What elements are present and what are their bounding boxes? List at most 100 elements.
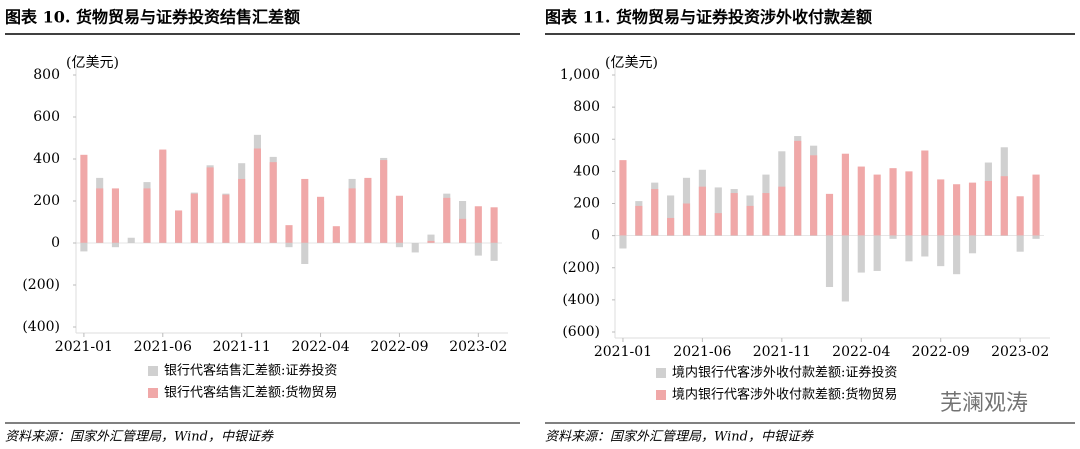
bar: [127, 237, 135, 243]
bar: [285, 243, 293, 248]
bar: [427, 240, 435, 243]
bar: [238, 178, 246, 243]
bar: [1032, 235, 1040, 239]
x-tick-label: 2023-02: [991, 344, 1049, 360]
bar: [301, 178, 309, 243]
bar: [80, 243, 88, 252]
x-tick-label: 2022-04: [291, 339, 349, 355]
bar: [937, 179, 945, 236]
y-tick-label: 1,000: [560, 67, 600, 83]
bar: [175, 210, 183, 243]
bar: [490, 207, 498, 243]
bar: [474, 243, 482, 256]
x-tick-label: 2022-04: [832, 344, 890, 360]
x-tick-label: 2023-02: [449, 339, 507, 355]
y-tick-label: (200): [562, 260, 600, 276]
y-tick-label: 800: [573, 99, 600, 115]
legend-label: 银行代客结售汇差额:货物贸易: [164, 385, 337, 401]
watermark: 芜澜观涛: [940, 391, 1028, 416]
y-tick-label: (200): [22, 277, 60, 293]
bar: [1016, 235, 1024, 252]
bar: [841, 235, 849, 302]
bar: [651, 189, 659, 236]
bar: [96, 188, 104, 243]
x-tick-label: 2021-01: [55, 339, 113, 355]
bar: [490, 243, 498, 261]
bar: [714, 213, 722, 236]
legend-swatch: [656, 368, 666, 378]
bar: [857, 166, 865, 236]
bar: [285, 225, 293, 243]
bar: [443, 197, 451, 243]
bar: [364, 177, 372, 243]
y-tick-label: 400: [573, 163, 600, 179]
bar: [80, 154, 88, 243]
bar: [968, 235, 977, 254]
bar: [873, 174, 881, 236]
y-tick-label: (400): [22, 319, 60, 335]
bar: [714, 187, 722, 236]
y-tick-label: 600: [573, 131, 600, 147]
bar: [762, 193, 770, 236]
y-tick-label: 200: [33, 193, 60, 209]
bar: [921, 235, 929, 257]
source: 资料来源：国家外汇管理局，Wind，中银证券: [5, 429, 274, 445]
legend-swatch: [148, 388, 158, 398]
bar: [921, 150, 929, 236]
bar: [667, 217, 675, 236]
bar: [1032, 174, 1040, 236]
bar: [730, 193, 738, 236]
bar: [873, 235, 881, 271]
bar: [332, 226, 340, 243]
legend-swatch: [656, 390, 666, 400]
x-tick-label: 2021-06: [673, 344, 731, 360]
bar: [269, 162, 277, 243]
chart-title: 图表 11. 货物贸易与证券投资涉外收付款差额: [545, 8, 872, 27]
bar: [619, 160, 627, 236]
bar: [190, 193, 198, 243]
bar: [889, 235, 897, 239]
bar: [222, 194, 230, 243]
bar: [427, 234, 435, 243]
bar: [253, 148, 261, 243]
y-tick-label: (600): [562, 324, 600, 340]
bar: [635, 205, 643, 236]
bar: [395, 243, 403, 248]
bar: [953, 235, 961, 275]
bar: [968, 182, 977, 236]
unit-label: (亿美元): [605, 55, 658, 71]
legend-label: 境内银行代客涉外收付款差额:货物贸易: [672, 387, 897, 403]
bar: [459, 218, 467, 243]
x-tick-label: 2021-06: [134, 339, 192, 355]
bar: [619, 235, 627, 249]
bar: [746, 205, 754, 236]
bar: [301, 243, 309, 264]
x-tick-label: 2021-11: [213, 339, 271, 355]
bar: [380, 160, 388, 243]
bar: [1000, 176, 1008, 236]
x-tick-label: 2022-09: [912, 344, 970, 360]
x-tick-label: 2021-11: [753, 344, 811, 360]
y-tick-label: 400: [33, 151, 60, 167]
bar: [682, 203, 691, 236]
bar: [984, 181, 992, 236]
bar: [905, 235, 913, 262]
bar: [667, 195, 675, 236]
chart-title: 图表 10. 货物贸易与证券投资结售汇差额: [5, 8, 300, 27]
bar: [143, 188, 151, 243]
legend-label: 境内银行代客涉外收付款差额:证券投资: [672, 365, 897, 381]
bar: [889, 168, 897, 236]
legend-label: 银行代客结售汇差额:证券投资: [164, 363, 337, 379]
bar: [794, 140, 802, 236]
bar: [317, 196, 325, 243]
bar: [348, 188, 356, 243]
bar: [810, 155, 818, 236]
unit-label: (亿美元): [66, 55, 119, 71]
y-tick-label: 800: [33, 67, 60, 83]
y-tick-label: 0: [51, 235, 60, 251]
bar: [825, 235, 834, 288]
legend-swatch: [148, 366, 158, 376]
x-tick-label: 2022-09: [370, 339, 428, 355]
source: 资料来源：国家外汇管理局，Wind，中银证券: [545, 429, 814, 445]
bar: [1016, 196, 1024, 236]
